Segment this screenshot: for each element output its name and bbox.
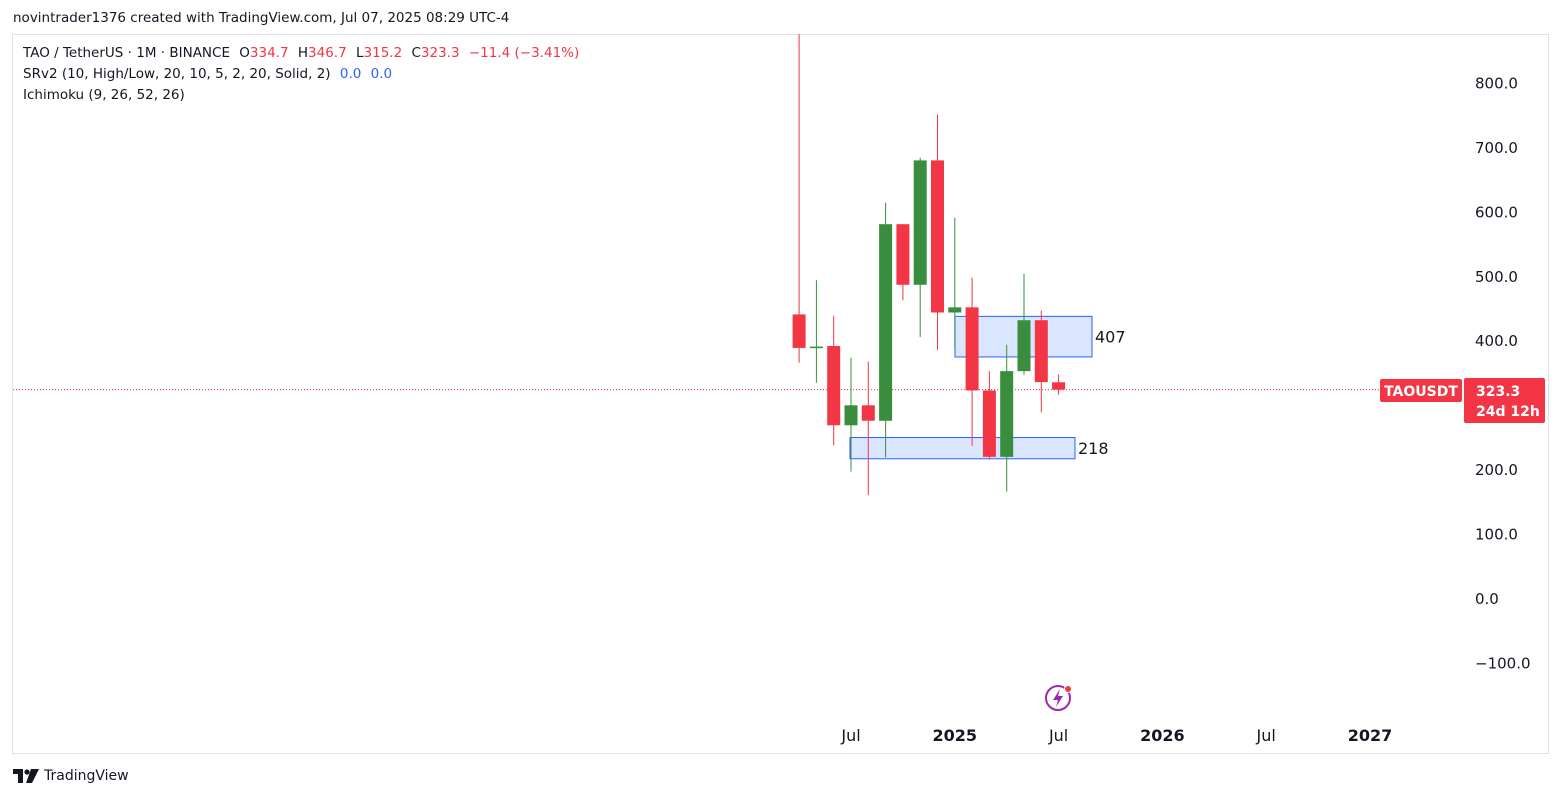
candle-body	[931, 160, 944, 313]
x-tick-label: 2026	[1140, 726, 1185, 745]
price-tag: TAOUSDT 323.3 24d 12h	[1380, 378, 1545, 423]
candle-body	[913, 160, 927, 285]
candle[interactable]	[931, 114, 944, 350]
candle-body	[879, 224, 893, 421]
candle-body	[1017, 320, 1031, 372]
close-label: C	[411, 45, 421, 61]
indicator-ichimoku-name[interactable]: Ichimoku (9, 26, 52, 26)	[23, 87, 185, 103]
y-tick-label: 700.0	[1475, 139, 1518, 157]
x-tick-label: Jul	[1048, 726, 1068, 745]
open-value: 334.7	[249, 45, 289, 61]
footer-brand[interactable]: TradingView	[13, 768, 129, 784]
zone-rect[interactable]	[849, 437, 1076, 460]
y-tick-label: 200.0	[1475, 461, 1518, 479]
candle[interactable]	[965, 277, 979, 446]
candle[interactable]	[1000, 344, 1014, 492]
indicator-legend-ichimoku[interactable]: Ichimoku (9, 26, 52, 26)	[23, 87, 190, 103]
indicator-srv2-name[interactable]: SRv2 (10, High/Low, 20, 10, 5, 2, 20, So…	[23, 66, 331, 82]
symbol-legend[interactable]: TAO / TetherUS · 1M · BINANCE O334.7 H34…	[23, 45, 584, 61]
y-tick-label: 0.0	[1475, 590, 1499, 608]
change-value: −11.4 (−3.41%)	[468, 45, 580, 61]
low-label: L	[355, 45, 364, 61]
price-tag-bg	[1464, 378, 1545, 423]
low-value: 315.2	[363, 45, 403, 61]
indicator-srv2-value-1: 0.0	[339, 66, 362, 82]
x-tick-label: Jul	[840, 726, 860, 745]
candle[interactable]	[844, 357, 858, 472]
zone-label: 407	[1095, 328, 1126, 347]
candle-body	[1000, 371, 1014, 457]
symbol-tag-bg	[1380, 379, 1462, 402]
zone-label: 218	[1078, 439, 1109, 458]
candle-body	[827, 346, 841, 426]
candle-body	[809, 346, 823, 349]
y-tick-label: 400.0	[1475, 332, 1518, 350]
candle[interactable]	[1017, 273, 1031, 376]
candle-body	[1052, 382, 1066, 390]
y-tick-label: −100.0	[1475, 654, 1531, 672]
x-tick-label: 2027	[1348, 726, 1393, 745]
candle[interactable]	[827, 315, 841, 446]
candle-body	[896, 224, 910, 285]
indicator-srv2-value-2: 0.0	[370, 66, 393, 82]
candle[interactable]	[792, 34, 806, 363]
tradingview-logo-icon	[13, 769, 39, 783]
chart-frame	[12, 34, 1549, 754]
candle[interactable]	[1034, 310, 1048, 413]
x-tick-label: 2025	[933, 726, 978, 745]
candle-body	[982, 390, 996, 457]
candle[interactable]	[948, 217, 962, 349]
candle[interactable]	[861, 361, 875, 495]
y-tick-label: 600.0	[1475, 203, 1518, 221]
footer-brand-label: TradingView	[44, 768, 129, 784]
candle-body	[861, 405, 875, 421]
candle-body	[948, 307, 962, 313]
lightning-icon[interactable]	[1045, 685, 1072, 711]
high-label: H	[297, 45, 309, 61]
symbol-tag-label: TAOUSDT	[1384, 384, 1458, 400]
candle[interactable]	[913, 157, 927, 337]
y-tick-label: 800.0	[1475, 74, 1518, 92]
price-tag-value: 323.3	[1476, 384, 1520, 400]
candle-body	[844, 405, 858, 426]
open-label: O	[239, 45, 250, 61]
x-tick-label: Jul	[1256, 726, 1276, 745]
candle[interactable]	[896, 224, 910, 301]
candle-body	[792, 314, 806, 348]
indicator-legend-srv2[interactable]: SRv2 (10, High/Low, 20, 10, 5, 2, 20, So…	[23, 66, 397, 82]
high-value: 346.7	[308, 45, 347, 61]
candle-body	[965, 307, 979, 391]
candle[interactable]	[879, 202, 893, 458]
symbol-title[interactable]: TAO / TetherUS · 1M · BINANCE	[23, 45, 230, 61]
price-tag-countdown: 24d 12h	[1476, 404, 1540, 420]
candle[interactable]	[1052, 374, 1066, 395]
y-tick-label: 500.0	[1475, 268, 1518, 286]
chart-attribution: novintrader1376 created with TradingView…	[13, 10, 510, 26]
candle[interactable]	[982, 371, 996, 460]
candle-body	[1034, 320, 1048, 383]
candle[interactable]	[809, 280, 823, 383]
y-tick-label: 100.0	[1475, 526, 1518, 544]
close-value: 323.3	[420, 45, 460, 61]
